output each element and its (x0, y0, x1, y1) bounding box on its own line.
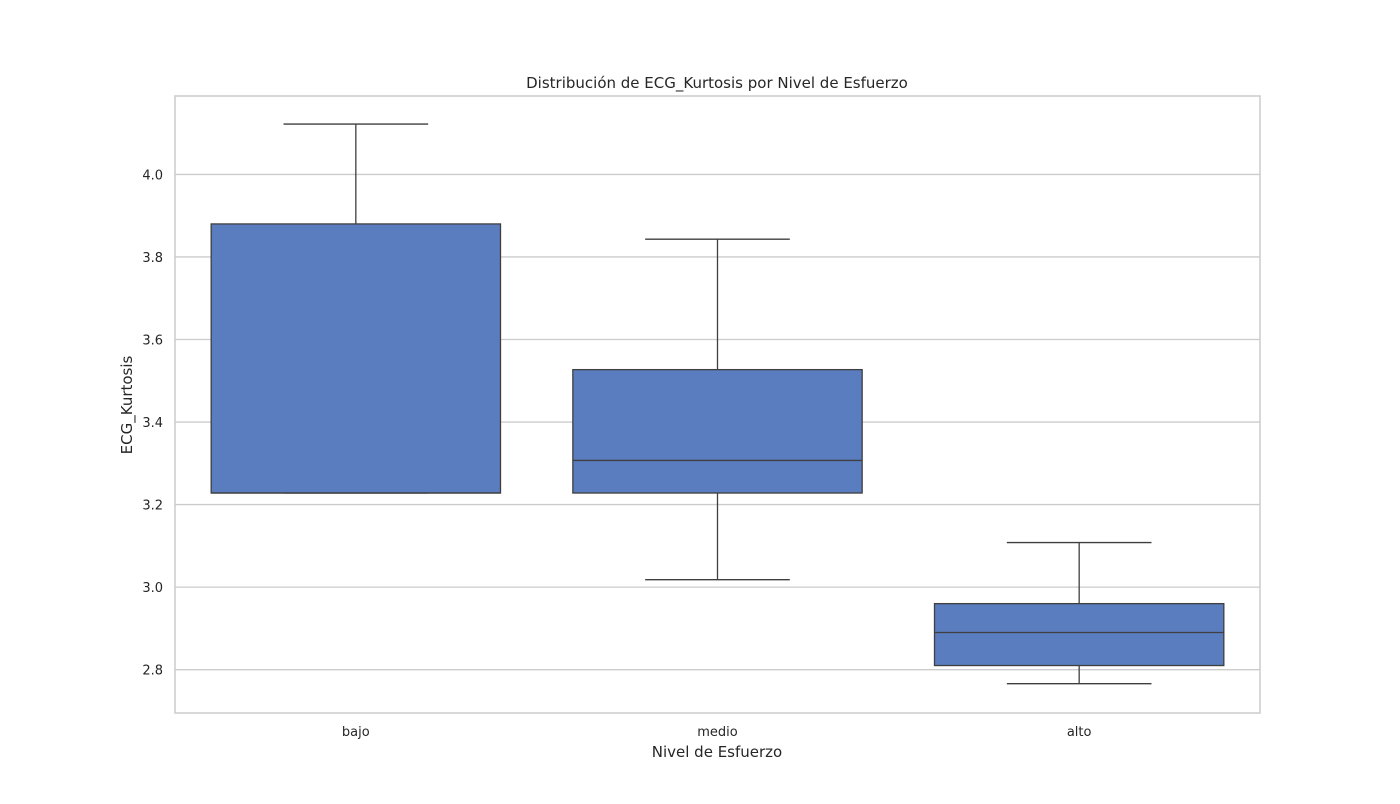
box-group-medio (572, 238, 863, 581)
y-tick-label: 3.6 (142, 333, 163, 348)
x-tick-label: alto (1067, 725, 1092, 740)
y-tick-label: 3.2 (142, 499, 163, 514)
axes-frame (174, 95, 1261, 714)
y-tick-labels: 2.8 3.0 3.2 3.4 3.6 3.8 4.0 (142, 168, 163, 678)
iqr-box (210, 223, 502, 494)
y-tick-label: 3.4 (142, 416, 163, 431)
box-group-alto (933, 541, 1225, 685)
x-tick-label: bajo (342, 725, 370, 740)
x-tick-label: medio (697, 725, 738, 740)
iqr-box (933, 602, 1225, 667)
y-tick-label: 2.8 (142, 664, 163, 679)
y-axis-label: ECG_Kurtosis (118, 355, 137, 454)
x-axis-label: Nivel de Esfuerzo (652, 743, 782, 761)
y-tick-label: 3.8 (142, 251, 163, 266)
x-tick-labels: bajo medio alto (342, 725, 1092, 740)
box-group-bajo (210, 123, 502, 494)
y-tick-label: 4.0 (142, 168, 163, 183)
iqr-box (572, 368, 863, 494)
chart-title: Distribución de ECG_Kurtosis por Nivel d… (526, 74, 908, 93)
y-tick-label: 3.0 (142, 581, 163, 596)
box-layer (210, 123, 1225, 685)
